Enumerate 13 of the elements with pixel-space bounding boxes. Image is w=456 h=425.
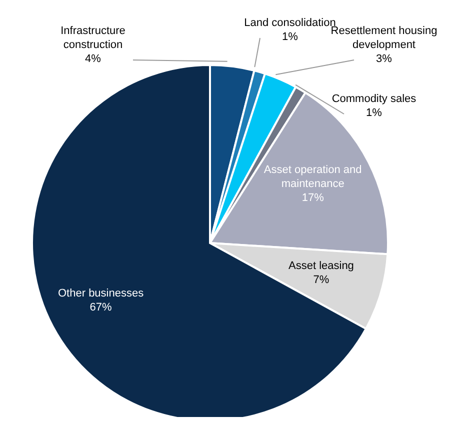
- slice-label: Infrastructure construction: [60, 25, 126, 51]
- slice-label: Other businesses: [58, 288, 144, 300]
- slice-label: Commodity sales: [332, 93, 417, 105]
- slice-label: Asset operation and maintenance: [264, 164, 362, 190]
- data-label: 3%: [376, 53, 392, 65]
- slice-label: Asset leasing: [288, 260, 354, 272]
- data-label: 7%: [313, 274, 330, 286]
- data-label: 4%: [85, 53, 102, 65]
- slice-label: Resettlement housing development: [330, 25, 438, 51]
- data-label: 17%: [302, 192, 324, 204]
- data-label: 1%: [366, 107, 382, 119]
- data-label: 67%: [90, 302, 112, 314]
- data-label: 1%: [282, 31, 298, 43]
